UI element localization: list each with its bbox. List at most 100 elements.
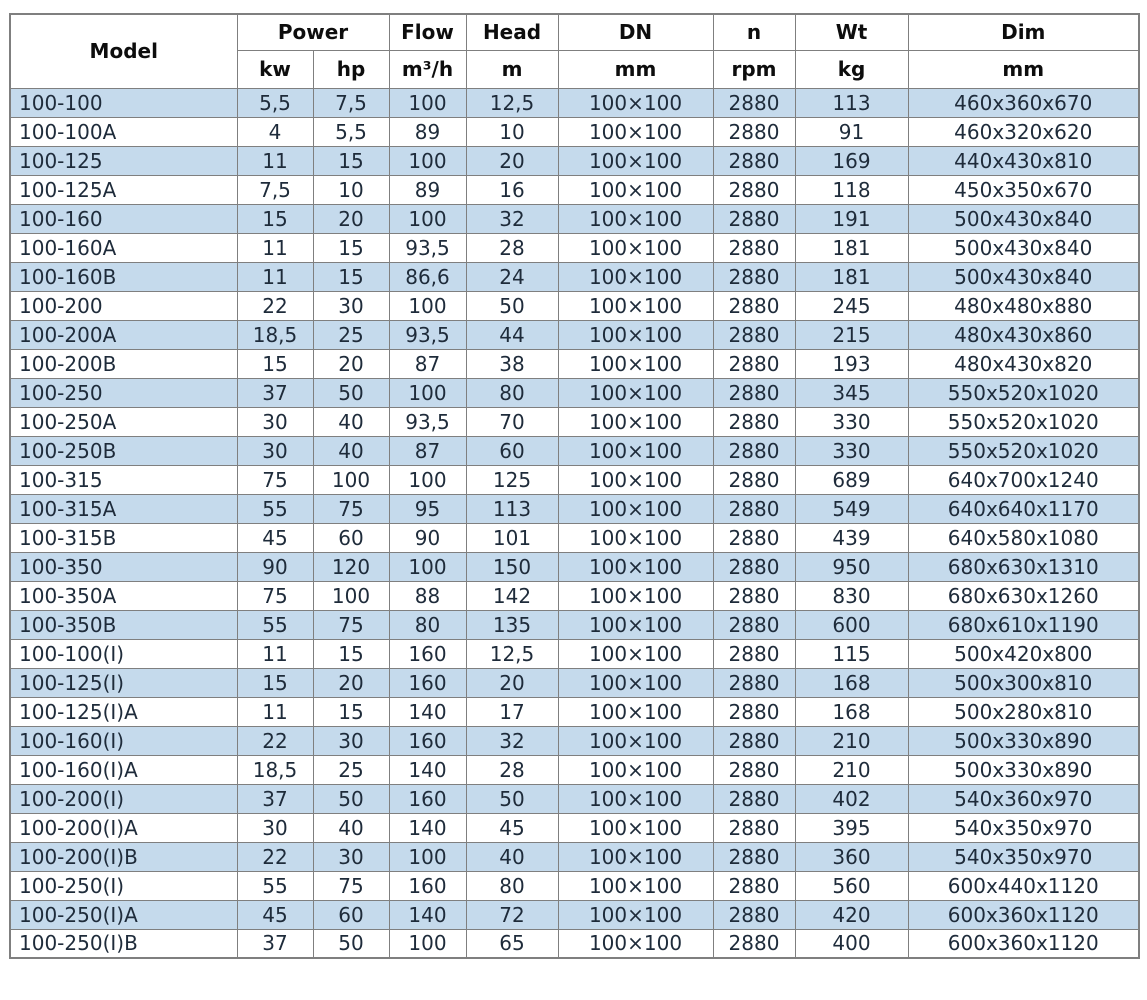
cell-power-hp: 30 bbox=[312, 841, 390, 872]
cell-power-hp: 7,5 bbox=[312, 87, 390, 118]
cell-model: 100-350B bbox=[9, 609, 238, 640]
cell-flow: 87 bbox=[388, 348, 467, 379]
cell-flow: 100 bbox=[388, 145, 467, 176]
cell-flow: 160 bbox=[388, 870, 467, 901]
table-row: 100-315B 45 60 90 101 100×100 2880 439 640x580x1… bbox=[9, 522, 1140, 553]
cell-dn: 100×100 bbox=[557, 435, 714, 466]
cell-head: 32 bbox=[465, 725, 559, 756]
cell-dn: 100×100 bbox=[557, 232, 714, 263]
cell-flow: 93,5 bbox=[388, 319, 467, 350]
cell-dn: 100×100 bbox=[557, 406, 714, 437]
cell-head: 20 bbox=[465, 145, 559, 176]
table-row: 100-350A 75 100 88 142 100×100 2880 830 680x630x… bbox=[9, 580, 1140, 611]
cell-power-kw: 11 bbox=[236, 232, 314, 263]
table-row: 100-250A 30 40 93,5 70 100×100 2880 330 550x520x… bbox=[9, 406, 1140, 437]
cell-dn: 100×100 bbox=[557, 580, 714, 611]
cell-power-kw: 11 bbox=[236, 696, 314, 727]
cell-dn: 100×100 bbox=[557, 899, 714, 930]
cell-dim: 550x520x1020 bbox=[907, 406, 1140, 437]
cell-head: 65 bbox=[465, 928, 559, 959]
cell-dim: 600x440x1120 bbox=[907, 870, 1140, 901]
cell-rpm: 2880 bbox=[712, 841, 796, 872]
cell-power-kw: 30 bbox=[236, 812, 314, 843]
cell-model: 100-125(I) bbox=[9, 667, 238, 698]
cell-power-hp: 40 bbox=[312, 435, 390, 466]
cell-rpm: 2880 bbox=[712, 783, 796, 814]
table-row: 100-100(I) 11 15 160 12,5 100×100 2880 115 500x4… bbox=[9, 638, 1140, 669]
cell-dim: 540x350x970 bbox=[907, 812, 1140, 843]
table-row: 100-350B 55 75 80 135 100×100 2880 600 680x610x1… bbox=[9, 609, 1140, 640]
cell-power-hp: 20 bbox=[312, 348, 390, 379]
cell-rpm: 2880 bbox=[712, 522, 796, 553]
cell-weight: 210 bbox=[794, 725, 909, 756]
header-speed: n bbox=[712, 13, 796, 51]
cell-power-hp: 25 bbox=[312, 319, 390, 350]
cell-dn: 100×100 bbox=[557, 696, 714, 727]
unit-weight: kg bbox=[794, 49, 909, 89]
cell-dim: 500x430x840 bbox=[907, 203, 1140, 234]
cell-rpm: 2880 bbox=[712, 261, 796, 292]
cell-dn: 100×100 bbox=[557, 464, 714, 495]
table-row: 100-200(I) 37 50 160 50 100×100 2880 402 540x360… bbox=[9, 783, 1140, 814]
cell-dn: 100×100 bbox=[557, 116, 714, 147]
cell-dn: 100×100 bbox=[557, 145, 714, 176]
table-row: 100-200A 18,5 25 93,5 44 100×100 2880 215 480x43… bbox=[9, 319, 1140, 350]
cell-weight: 439 bbox=[794, 522, 909, 553]
cell-dn: 100×100 bbox=[557, 87, 714, 118]
cell-flow: 86,6 bbox=[388, 261, 467, 292]
cell-weight: 193 bbox=[794, 348, 909, 379]
cell-model: 100-250(I)A bbox=[9, 899, 238, 930]
cell-dn: 100×100 bbox=[557, 377, 714, 408]
cell-flow: 100 bbox=[388, 841, 467, 872]
cell-model: 100-315B bbox=[9, 522, 238, 553]
cell-rpm: 2880 bbox=[712, 754, 796, 785]
cell-rpm: 2880 bbox=[712, 551, 796, 582]
cell-flow: 88 bbox=[388, 580, 467, 611]
cell-dn: 100×100 bbox=[557, 290, 714, 321]
cell-head: 70 bbox=[465, 406, 559, 437]
cell-dn: 100×100 bbox=[557, 203, 714, 234]
table-row: 100-350 90 120 100 150 100×100 2880 950 680x630x… bbox=[9, 551, 1140, 582]
cell-dn: 100×100 bbox=[557, 928, 714, 959]
cell-flow: 80 bbox=[388, 609, 467, 640]
cell-weight: 191 bbox=[794, 203, 909, 234]
cell-rpm: 2880 bbox=[712, 464, 796, 495]
cell-rpm: 2880 bbox=[712, 812, 796, 843]
cell-power-hp: 75 bbox=[312, 870, 390, 901]
cell-model: 100-250(I) bbox=[9, 870, 238, 901]
cell-weight: 830 bbox=[794, 580, 909, 611]
unit-dim: mm bbox=[907, 49, 1140, 89]
unit-head: m bbox=[465, 49, 559, 89]
cell-power-kw: 15 bbox=[236, 667, 314, 698]
cell-power-hp: 30 bbox=[312, 725, 390, 756]
cell-weight: 168 bbox=[794, 696, 909, 727]
cell-power-kw: 37 bbox=[236, 783, 314, 814]
cell-power-kw: 5,5 bbox=[236, 87, 314, 118]
pump-spec-table: Model Power Flow Head DN n Wt Dim kw hp … bbox=[9, 13, 1140, 959]
cell-model: 100-250B bbox=[9, 435, 238, 466]
table-row: 100-315 75 100 100 125 100×100 2880 689 640x700x… bbox=[9, 464, 1140, 495]
cell-power-hp: 10 bbox=[312, 174, 390, 205]
cell-weight: 330 bbox=[794, 435, 909, 466]
cell-weight: 181 bbox=[794, 232, 909, 263]
cell-head: 142 bbox=[465, 580, 559, 611]
cell-dim: 640x640x1170 bbox=[907, 493, 1140, 524]
cell-flow: 89 bbox=[388, 116, 467, 147]
cell-dim: 600x360x1120 bbox=[907, 928, 1140, 959]
cell-model: 100-200A bbox=[9, 319, 238, 350]
cell-head: 113 bbox=[465, 493, 559, 524]
cell-model: 100-125 bbox=[9, 145, 238, 176]
cell-dn: 100×100 bbox=[557, 261, 714, 292]
cell-head: 12,5 bbox=[465, 638, 559, 669]
cell-dim: 500x430x840 bbox=[907, 261, 1140, 292]
cell-weight: 400 bbox=[794, 928, 909, 959]
table-row: 100-250(I) 55 75 160 80 100×100 2880 560 600x440… bbox=[9, 870, 1140, 901]
table-row: 100-250(I)A 45 60 140 72 100×100 2880 420 600x36… bbox=[9, 899, 1140, 930]
cell-dim: 640x700x1240 bbox=[907, 464, 1140, 495]
cell-dim: 500x330x890 bbox=[907, 754, 1140, 785]
cell-dn: 100×100 bbox=[557, 754, 714, 785]
table-body: 100-100 5,5 7,5 100 12,5 100×100 2880 113 460x36… bbox=[9, 87, 1140, 959]
table-row: 100-100A 4 5,5 89 10 100×100 2880 91 460x320x620 bbox=[9, 116, 1140, 147]
cell-dim: 540x360x970 bbox=[907, 783, 1140, 814]
